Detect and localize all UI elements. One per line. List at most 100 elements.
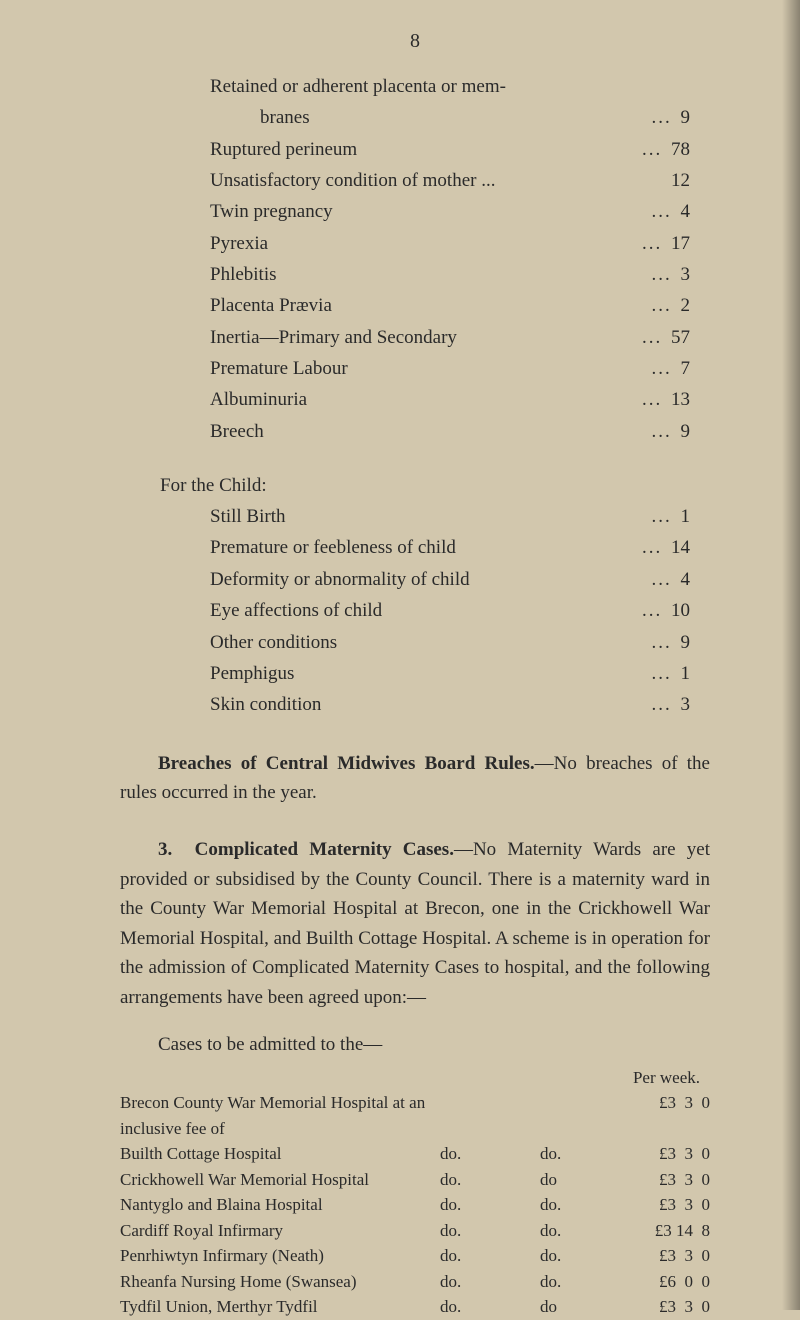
list-item-value: ... 1 <box>640 501 690 532</box>
table-cell-name: Brecon County War Memorial Hospital at a… <box>120 1090 440 1141</box>
list-item: Twin pregnancy... 4 <box>210 196 690 227</box>
list-item-label: Premature Labour <box>210 353 640 384</box>
table-row: Cardiff Royal Infirmarydo.do.£3 14 8 <box>120 1218 710 1244</box>
complicated-paragraph: 3. Complicated Maternity Cases.—No Mater… <box>120 835 710 1012</box>
list-item-value: ... 9 <box>640 416 690 447</box>
list-item: Albuminuria... 13 <box>210 384 690 415</box>
table-row: Builth Cottage Hospitaldo.do.£3 3 0 <box>120 1141 710 1167</box>
list-item: Eye affections of child... 10 <box>210 595 690 626</box>
list-item-label: Inertia—Primary and Secondary <box>210 322 640 353</box>
breaches-heading: Breaches of Central Midwives Board Rules… <box>158 753 535 774</box>
table-cell-do2: do <box>540 1167 630 1193</box>
table-cell-amount: £3 3 0 <box>630 1243 710 1269</box>
list-item-label: Premature or feebleness of child <box>210 532 640 563</box>
table-cell-do2: do <box>540 1294 630 1320</box>
list-item-label: Pemphigus <box>210 658 640 689</box>
list-item: Pemphigus... 1 <box>210 658 690 689</box>
list-item-label: Deformity or abnormality of child <box>210 564 640 595</box>
list-item-label: Skin condition <box>210 689 640 720</box>
table-row: Rheanfa Nursing Home (Swansea)do.do.£6 0… <box>120 1269 710 1295</box>
table-cell-amount: £3 14 8 <box>630 1218 710 1244</box>
list-item: Breech... 9 <box>210 416 690 447</box>
list-item: Skin condition... 3 <box>210 689 690 720</box>
list-item-value: ... 17 <box>640 228 690 259</box>
list-item: Premature Labour... 7 <box>210 353 690 384</box>
table-row: Nantyglo and Blaina Hospitaldo.do.£3 3 0 <box>120 1192 710 1218</box>
table-cell-amount: £3 3 0 <box>630 1294 710 1320</box>
table-cell-amount: £3 3 0 <box>630 1167 710 1193</box>
list-item-value: ... 2 <box>640 290 690 321</box>
table-cell-name: Tydfil Union, Merthyr Tydfil <box>120 1294 440 1320</box>
table-cell-do2: do. <box>540 1218 630 1244</box>
list-item-value: ... 4 <box>640 564 690 595</box>
table-cell-amount: £3 3 0 <box>630 1141 710 1167</box>
list-item-label: Ruptured perineum <box>210 134 640 165</box>
table-cell-do1: do. <box>440 1192 540 1218</box>
table-row: Brecon County War Memorial Hospital at a… <box>120 1090 710 1141</box>
table-cell-do2 <box>540 1090 630 1141</box>
page-shadow <box>782 0 800 1310</box>
table-cell-name: Nantyglo and Blaina Hospital <box>120 1192 440 1218</box>
table-row: Crickhowell War Memorial Hospitaldo.do£3… <box>120 1167 710 1193</box>
list-item: Phlebitis... 3 <box>210 259 690 290</box>
list-item-label: Twin pregnancy <box>210 196 640 227</box>
table-cell-do2: do. <box>540 1141 630 1167</box>
table-cell-do2: do. <box>540 1192 630 1218</box>
table-cell-amount: £3 3 0 <box>630 1192 710 1218</box>
list-item-label: Retained or adherent placenta or mem- <box>210 71 690 102</box>
list-item: Pyrexia... 17 <box>210 228 690 259</box>
cases-heading: Cases to be admitted to the— <box>158 1034 710 1056</box>
list-item-value: ... 57 <box>640 322 690 353</box>
table-cell-name: Builth Cottage Hospital <box>120 1141 440 1167</box>
table-cell-name: Cardiff Royal Infirmary <box>120 1218 440 1244</box>
list-item: Still Birth... 1 <box>210 501 690 532</box>
list-item-value: ... 3 <box>640 259 690 290</box>
list-item-label: Other conditions <box>210 627 640 658</box>
list-item: Deformity or abnormality of child... 4 <box>210 564 690 595</box>
complicated-heading: Complicated Maternity Cases. <box>195 839 454 860</box>
table-cell-name: Rheanfa Nursing Home (Swansea) <box>120 1269 440 1295</box>
list-item-label: Unsatisfactory condition of mother ... <box>210 165 640 196</box>
list-item: Placenta Prævia... 2 <box>210 290 690 321</box>
list-item-label: Breech <box>210 416 640 447</box>
list-item-value: ... 14 <box>640 532 690 563</box>
page-number: 8 <box>120 30 710 53</box>
table-cell-do1: do. <box>440 1218 540 1244</box>
list-item-label: Eye affections of child <box>210 595 640 626</box>
for-mother-list: Retained or adherent placenta or mem-bra… <box>210 71 690 447</box>
table-cell-do1: do. <box>440 1269 540 1295</box>
fees-table: Per week. Brecon County War Memorial Hos… <box>120 1068 710 1320</box>
list-item: Other conditions... 9 <box>210 627 690 658</box>
table-header-perweek: Per week. <box>590 1068 710 1088</box>
table-cell-do2: do. <box>540 1243 630 1269</box>
list-item-label: Pyrexia <box>210 228 640 259</box>
table-row: Penrhiwtyn Infirmary (Neath)do.do.£3 3 0 <box>120 1243 710 1269</box>
list-item: Premature or feebleness of child... 14 <box>210 532 690 563</box>
table-cell-do1: do. <box>440 1167 540 1193</box>
list-item-value: ... 9 <box>640 627 690 658</box>
list-item-label: Phlebitis <box>210 259 640 290</box>
complicated-number: 3. <box>158 839 172 860</box>
list-item: branes... 9 <box>210 102 690 133</box>
table-cell-do1 <box>440 1090 540 1141</box>
list-item-label: branes <box>210 102 640 133</box>
for-child-heading: For the Child: <box>160 475 710 497</box>
table-cell-name: Penrhiwtyn Infirmary (Neath) <box>120 1243 440 1269</box>
table-cell-amount: £6 0 0 <box>630 1269 710 1295</box>
table-cell-amount: £3 3 0 <box>630 1090 710 1141</box>
list-item: Ruptured perineum... 78 <box>210 134 690 165</box>
list-item: Inertia—Primary and Secondary... 57 <box>210 322 690 353</box>
breaches-paragraph: Breaches of Central Midwives Board Rules… <box>120 749 710 808</box>
list-item-value: ... 1 <box>640 658 690 689</box>
list-item-value: ... 13 <box>640 384 690 415</box>
list-item-value: 12 <box>640 165 690 196</box>
for-child-list: Still Birth... 1Premature or feebleness … <box>210 501 690 720</box>
list-item-value: ... 78 <box>640 134 690 165</box>
table-cell-do1: do. <box>440 1243 540 1269</box>
complicated-body: —No Maternity Wards are yet provided or … <box>120 839 710 1007</box>
list-item-value: ... 3 <box>640 689 690 720</box>
list-item: Unsatisfactory condition of mother ... 1… <box>210 165 690 196</box>
table-cell-do2: do. <box>540 1269 630 1295</box>
for-child-heading-text: For the Child: <box>160 475 267 496</box>
table-cell-name: Crickhowell War Memorial Hospital <box>120 1167 440 1193</box>
